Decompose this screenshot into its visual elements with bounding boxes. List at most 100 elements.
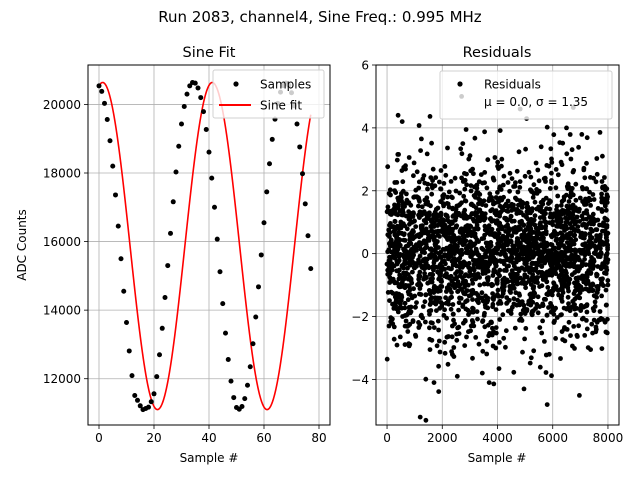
residual-point [492, 247, 498, 253]
residual-point [474, 189, 480, 195]
residual-point [583, 281, 589, 287]
residual-point [446, 189, 452, 195]
residual-point [531, 267, 536, 273]
residual-point [408, 304, 414, 310]
residual-point [396, 258, 402, 263]
residual-point [395, 205, 401, 211]
residual-point [482, 215, 487, 220]
residual-point [508, 290, 513, 295]
residual-point [512, 325, 518, 331]
residual-point [406, 260, 412, 266]
residual-point [572, 288, 578, 294]
residual-point [573, 197, 579, 203]
residual-point [395, 212, 401, 218]
residual-point [497, 273, 502, 279]
residual-point [571, 264, 577, 270]
residual-point [473, 335, 479, 340]
residual-point [602, 203, 608, 209]
residual-point [548, 146, 554, 152]
residual-point [474, 222, 480, 228]
residual-point [526, 250, 532, 256]
residual-point [400, 201, 406, 207]
residual-point [422, 180, 428, 186]
residual-point [454, 373, 460, 379]
residual-point [576, 323, 581, 329]
sine-fit-line [98, 81, 312, 411]
residual-point [574, 256, 580, 261]
residual-point [436, 389, 442, 394]
residual-point [564, 270, 569, 276]
residual-point [398, 301, 403, 307]
residual-point [511, 277, 517, 282]
residual-point [501, 173, 507, 179]
residual-point [531, 217, 537, 223]
residual-point [494, 259, 500, 264]
residual-point [457, 265, 463, 270]
residual-point [525, 205, 531, 211]
residual-point [394, 306, 400, 312]
residual-point [557, 236, 563, 242]
residual-point [450, 195, 455, 201]
residual-point [450, 302, 456, 307]
residual-point [442, 252, 448, 258]
residual-point [444, 289, 449, 294]
residual-point [581, 165, 587, 171]
residual-point [394, 342, 400, 348]
residual-point [385, 164, 391, 170]
residual-point [537, 222, 543, 227]
residual-point [464, 334, 469, 340]
residual-point [580, 315, 586, 321]
residual-point [577, 195, 583, 201]
residual-point [414, 169, 420, 175]
residual-point [546, 289, 552, 295]
residual-point [579, 230, 585, 236]
residual-point [567, 221, 573, 227]
residual-point [431, 325, 437, 330]
residual-point [508, 285, 513, 291]
residual-point [567, 132, 573, 137]
residual-point [413, 334, 419, 339]
residual-point [472, 135, 478, 141]
residual-point [484, 228, 490, 233]
residual-point [449, 334, 455, 340]
residual-point [453, 271, 458, 276]
residual-point [517, 179, 523, 185]
residual-point [403, 259, 408, 265]
residual-point [491, 329, 496, 335]
residual-point [430, 166, 436, 172]
residual-point [592, 304, 598, 309]
residual-point [391, 208, 396, 214]
residual-point [416, 179, 422, 185]
residual-point [577, 219, 582, 224]
residual-point [403, 244, 409, 249]
residual-point [488, 229, 494, 234]
sample-point [239, 403, 245, 409]
residual-point [594, 227, 600, 233]
sample-point [231, 395, 237, 401]
residual-point [419, 204, 425, 210]
residual-point [540, 277, 546, 282]
residual-point [599, 346, 605, 351]
residual-point [506, 263, 511, 269]
residual-point [416, 276, 422, 282]
residual-point [385, 249, 391, 255]
residual-point [477, 282, 483, 288]
residual-point [446, 334, 451, 339]
legend-samples-marker [233, 81, 239, 87]
residual-point [388, 243, 393, 249]
residual-point [597, 234, 603, 240]
residual-outlier-point [544, 402, 550, 407]
legend-residuals-stats: μ = 0.0, σ = 1.35 [484, 95, 588, 109]
residual-point [452, 276, 458, 282]
residual-point [551, 280, 556, 286]
sample-point [129, 373, 135, 379]
residual-point [443, 295, 448, 301]
residual-point [414, 233, 420, 239]
residual-point [520, 349, 525, 355]
residuals-x-tick-label: 4000 [482, 431, 513, 445]
sample-point [173, 169, 179, 175]
sample-point [198, 95, 204, 101]
residual-point [497, 298, 503, 304]
residual-point [522, 256, 528, 262]
